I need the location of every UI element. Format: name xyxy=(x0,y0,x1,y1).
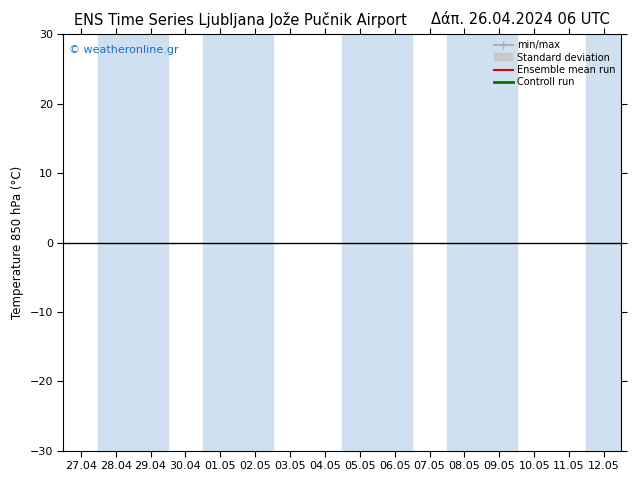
Bar xyxy=(447,34,517,451)
Bar xyxy=(203,34,273,451)
Bar xyxy=(98,34,168,451)
Text: © weatheronline.gr: © weatheronline.gr xyxy=(69,45,179,55)
Text: ENS Time Series Ljubljana Jože Pučnik Airport: ENS Time Series Ljubljana Jože Pučnik Ai… xyxy=(74,12,408,28)
Bar xyxy=(586,34,621,451)
Legend: min/max, Standard deviation, Ensemble mean run, Controll run: min/max, Standard deviation, Ensemble me… xyxy=(489,36,619,91)
Text: Δάπ. 26.04.2024 06 UTC: Δάπ. 26.04.2024 06 UTC xyxy=(430,12,609,27)
Y-axis label: Temperature 850 hPa (°C): Temperature 850 hPa (°C) xyxy=(11,166,24,319)
Bar xyxy=(342,34,412,451)
